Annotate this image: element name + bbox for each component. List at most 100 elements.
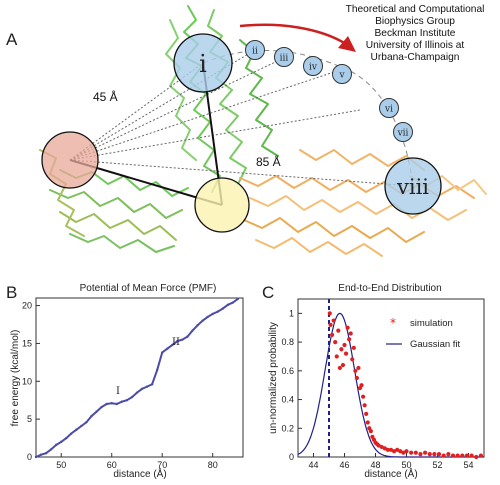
label-state-viii: viii xyxy=(396,175,429,199)
pmf-point xyxy=(115,402,118,406)
simulation-point xyxy=(336,328,341,333)
pmf-point xyxy=(125,399,129,402)
pmf-ytick-label: 0 xyxy=(27,452,32,462)
pmf-y-label: free energy (kcal/mol) xyxy=(10,330,21,427)
pmf-point xyxy=(120,400,124,403)
simulation-point xyxy=(348,331,353,336)
pmf-xtick-label: 60 xyxy=(107,460,117,470)
dist-legend: * simulation Gaussian fit xyxy=(386,316,461,350)
pmf-point xyxy=(231,301,235,304)
panel-b-pmf-chart: B Potential of Mean Force (PMF) 0 5 10 15 20… xyxy=(6,283,244,480)
pmf-xtick-label: 50 xyxy=(56,460,66,470)
simulation-point xyxy=(409,450,414,455)
credit-line-4: University of Illinois at xyxy=(366,40,465,51)
dist-xtick-label: 50 xyxy=(401,460,411,470)
dist-ytick-label: 0.8 xyxy=(281,337,294,347)
legend-fit-label: Gaussian fit xyxy=(410,339,461,350)
simulation-point xyxy=(362,403,367,408)
pmf-point xyxy=(135,391,139,394)
circle-pink xyxy=(41,131,99,189)
dist-y-label: un-normalized probability xyxy=(268,322,279,434)
pmf-point xyxy=(191,329,194,332)
pmf-point xyxy=(150,383,154,386)
label-state-i: i xyxy=(199,50,207,78)
pmf-y-axis: 0 5 10 15 20 xyxy=(22,301,40,462)
circle-state-vi xyxy=(379,98,399,118)
dist-x-label: distance (Å) xyxy=(364,467,417,480)
dist-chart-title: End-to-End Distribution xyxy=(338,283,441,294)
simulation-point xyxy=(354,375,359,381)
dist-ytick-label: 0.4 xyxy=(281,395,294,405)
simulation-point xyxy=(328,322,333,327)
simulation-point xyxy=(418,452,423,457)
label-state-iii: iii xyxy=(280,54,289,64)
simulation-point xyxy=(469,453,474,458)
pmf-point xyxy=(176,339,179,343)
red-arrowhead xyxy=(338,36,356,52)
pmf-point xyxy=(65,436,68,440)
pmf-x-axis: 50 60 70 80 xyxy=(56,453,218,470)
panel-a-letter: A xyxy=(6,30,18,49)
panel-c-distribution-chart: C End-to-End Distribution 0 0.2 0.4 0.6 0.8 1… xyxy=(262,283,485,480)
pmf-xtick-label: 70 xyxy=(157,460,167,470)
pmf-annotation-II: II xyxy=(172,337,180,348)
pmf-x-label: distance (Å) xyxy=(113,467,166,480)
pmf-point xyxy=(80,424,83,428)
simulation-point xyxy=(331,318,336,323)
simulation-point xyxy=(474,454,479,460)
pmf-point xyxy=(90,414,93,418)
pmf-point xyxy=(39,453,43,456)
panel-b-letter: B xyxy=(6,283,17,302)
dist-xtick-label: 46 xyxy=(339,460,349,470)
circle-state-v xyxy=(332,64,352,84)
dist-xtick-label: 52 xyxy=(432,460,442,470)
simulation-point xyxy=(455,453,460,458)
dist-ytick-label: 0.6 xyxy=(281,366,294,376)
credit-line-1: Theoretical and Computational xyxy=(346,4,485,15)
pmf-point xyxy=(181,338,184,341)
pmf-point xyxy=(236,297,240,300)
pmf-point xyxy=(34,455,38,459)
pmf-ytick-label: 10 xyxy=(22,376,32,386)
circle-state-i xyxy=(173,33,233,93)
pmf-ytick-label: 5 xyxy=(27,414,32,424)
label-distance-45: 45 Å xyxy=(93,89,118,104)
simulation-point xyxy=(350,357,355,362)
pmf-point xyxy=(95,410,98,413)
simulation-point xyxy=(327,311,332,316)
panel-c-letter: C xyxy=(262,283,274,302)
label-distance-85: 85 Å xyxy=(256,154,281,169)
simulation-points xyxy=(327,311,483,460)
label-state-vi: vi xyxy=(384,105,393,115)
circle-state-ii xyxy=(245,40,265,60)
pmf-point xyxy=(155,368,159,372)
pmf-point xyxy=(70,432,73,435)
simulation-point xyxy=(441,453,446,458)
simulation-point xyxy=(464,453,470,458)
pmf-point xyxy=(44,452,48,455)
pmf-point xyxy=(216,310,219,313)
label-state-ii: ii xyxy=(252,47,258,57)
pmf-ytick-label: 15 xyxy=(22,338,32,348)
pmf-point xyxy=(206,315,209,319)
simulation-point xyxy=(347,337,352,342)
simulation-point xyxy=(450,453,456,458)
dist-xtick-label: 44 xyxy=(308,460,318,470)
pmf-point xyxy=(161,351,164,354)
pmf-point xyxy=(75,428,78,431)
pmf-point xyxy=(166,347,169,350)
credit-line-3: Beckman Institute xyxy=(375,28,456,39)
simulation-point xyxy=(334,354,339,359)
gaussian-fit-line xyxy=(297,312,484,458)
simulation-point xyxy=(330,332,335,338)
simulation-point xyxy=(365,420,370,425)
simulation-point xyxy=(361,394,366,399)
pmf-point xyxy=(221,307,225,310)
pmf-point xyxy=(211,312,214,316)
simulation-point xyxy=(353,368,358,373)
circle-state-iii xyxy=(274,47,294,67)
pmf-point xyxy=(60,440,63,444)
simulation-point xyxy=(368,429,373,434)
pmf-point xyxy=(100,405,103,409)
pmf-points xyxy=(34,297,240,459)
